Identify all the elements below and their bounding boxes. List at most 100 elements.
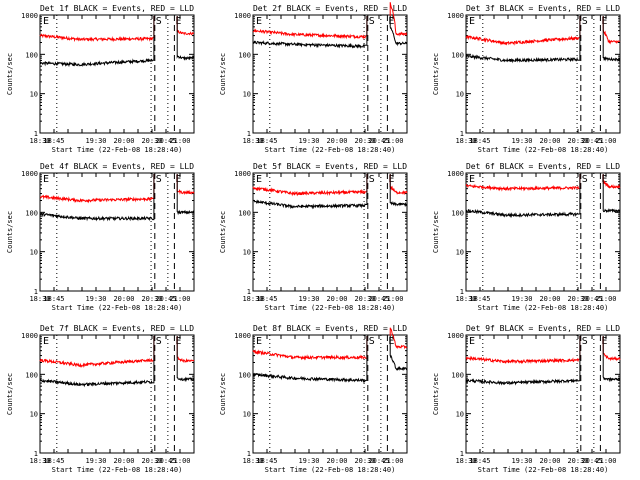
y-tick-label: 100 — [238, 209, 251, 217]
x-axis-label: Start Time (22-Feb-08 18:28:40) — [52, 304, 183, 312]
y-tick-label: 10 — [243, 91, 251, 99]
lld-series-line — [465, 16, 581, 46]
lld-series-line — [176, 336, 195, 364]
x-tick-label: 20:30 — [354, 295, 375, 303]
y-tick-label: 1 — [460, 130, 464, 138]
panel-title: Det 4f BLACK = Events, RED = LLD — [40, 162, 194, 171]
x-tick-label: 20:45 — [581, 457, 602, 465]
x-tick-label: 20:45 — [368, 295, 389, 303]
panel-title: Det 9f BLACK = Events, RED = LLD — [466, 324, 620, 333]
y-tick-label: 1 — [460, 288, 464, 296]
panel-title: Det 2f BLACK = Events, RED = LLD — [253, 4, 407, 13]
marker-label: E — [601, 174, 607, 185]
events-series-line — [465, 174, 581, 218]
x-axis-label: Start Time (22-Feb-08 18:28:40) — [478, 466, 609, 474]
lld-series-line — [389, 327, 408, 350]
marker-label: E — [469, 174, 475, 185]
y-tick-label: 1 — [34, 130, 38, 138]
panel-det-9: Det 9f BLACK = Events, RED = LLD 1 10 100 10… — [432, 324, 621, 474]
panel-title: Det 3f BLACK = Events, RED = LLD — [466, 4, 620, 13]
marker-label: S — [582, 336, 588, 347]
panel-det-6: Det 6f BLACK = Events, RED = LLD 1 10 100 10… — [432, 162, 621, 312]
x-tick-label: 20:00 — [539, 137, 560, 145]
y-axis-label: Counts/sec — [432, 211, 440, 253]
y-axis-label: Counts/sec — [432, 53, 440, 95]
x-tick-label: 18:30 — [455, 457, 476, 465]
x-tick-label: 21:00 — [595, 137, 616, 145]
panel-title: Det 1f BLACK = Events, RED = LLD — [40, 4, 194, 13]
y-tick-label: 100 — [25, 209, 38, 217]
y-tick-label: 1000 — [21, 332, 38, 340]
x-tick-label: 20:45 — [155, 457, 176, 465]
events-series-line — [39, 16, 155, 68]
panel-det-1: Det 1f BLACK = Events, RED = LLD 1 10 100 10… — [6, 4, 195, 154]
x-tick-label: 20:45 — [581, 137, 602, 145]
y-tick-label: 100 — [25, 371, 38, 379]
marker-label: E — [175, 16, 181, 27]
marker-label: E — [601, 336, 607, 347]
marker-label: S — [156, 336, 162, 347]
x-tick-label: 18:45 — [469, 457, 490, 465]
x-tick-label: 19:30 — [511, 457, 532, 465]
x-tick-label: 19:30 — [511, 295, 532, 303]
y-tick-label: 1000 — [447, 170, 464, 178]
x-tick-label: 20:30 — [567, 457, 588, 465]
x-tick-label: 21:00 — [169, 457, 190, 465]
x-tick-label: 18:30 — [242, 457, 263, 465]
lld-series-line — [176, 16, 195, 36]
x-tick-label: 20:00 — [326, 137, 347, 145]
x-tick-label: 19:30 — [85, 457, 106, 465]
events-series-line — [602, 174, 621, 214]
x-tick-label: 19:30 — [511, 137, 532, 145]
x-axis-label: Start Time (22-Feb-08 18:28:40) — [478, 304, 609, 312]
x-tick-label: 20:00 — [326, 295, 347, 303]
lld-series-line — [39, 174, 155, 204]
panel-det-3: Det 3f BLACK = Events, RED = LLD 1 10 100 10… — [432, 4, 621, 154]
y-tick-label: 1 — [247, 288, 251, 296]
marker-label: E — [175, 336, 181, 347]
y-tick-label: 10 — [456, 249, 464, 257]
marker-label: E — [175, 174, 181, 185]
panel-title: Det 6f BLACK = Events, RED = LLD — [466, 162, 620, 171]
events-series-line — [39, 336, 155, 388]
events-series-line — [465, 336, 581, 386]
x-tick-label: 19:30 — [298, 295, 319, 303]
events-series-line — [389, 174, 408, 208]
panel-det-2: Det 2f BLACK = Events, RED = LLD 1 10 100 10… — [219, 2, 408, 154]
events-series-line — [252, 336, 368, 384]
x-axis-label: Start Time (22-Feb-08 18:28:40) — [478, 146, 609, 154]
marker-label: E — [388, 336, 394, 347]
lld-series-line — [252, 16, 368, 40]
panel-title: Det 5f BLACK = Events, RED = LLD — [253, 162, 407, 171]
x-tick-label: 20:45 — [155, 137, 176, 145]
x-tick-label: 20:45 — [368, 457, 389, 465]
x-tick-label: 20:00 — [113, 457, 134, 465]
panel-det-4: Det 4f BLACK = Events, RED = LLD 1 10 100 10… — [6, 162, 195, 312]
plot-frame — [252, 334, 408, 454]
marker-label: S — [582, 174, 588, 185]
x-tick-label: 18:30 — [29, 457, 50, 465]
events-series-line — [602, 336, 621, 383]
y-tick-label: 1000 — [447, 12, 464, 20]
events-series-line — [602, 16, 621, 63]
x-tick-label: 18:45 — [469, 295, 490, 303]
marker-label: E — [256, 174, 262, 185]
lld-series-line — [39, 336, 155, 369]
x-tick-label: 20:30 — [141, 137, 162, 145]
x-tick-label: 21:00 — [382, 457, 403, 465]
plot-frame — [39, 14, 195, 134]
y-axis-label: Counts/sec — [6, 211, 14, 253]
y-tick-label: 1 — [34, 288, 38, 296]
x-tick-label: 20:30 — [567, 137, 588, 145]
lld-series-line — [465, 174, 581, 192]
plot-frame — [465, 14, 621, 134]
panel-det-5: Det 5f BLACK = Events, RED = LLD 1 10 100 10… — [219, 162, 408, 312]
x-axis-label: Start Time (22-Feb-08 18:28:40) — [52, 146, 183, 154]
events-series-line — [176, 174, 195, 216]
y-tick-label: 100 — [451, 371, 464, 379]
x-tick-label: 21:00 — [169, 295, 190, 303]
x-tick-label: 19:30 — [298, 457, 319, 465]
x-tick-label: 18:30 — [455, 137, 476, 145]
y-tick-label: 1000 — [21, 170, 38, 178]
